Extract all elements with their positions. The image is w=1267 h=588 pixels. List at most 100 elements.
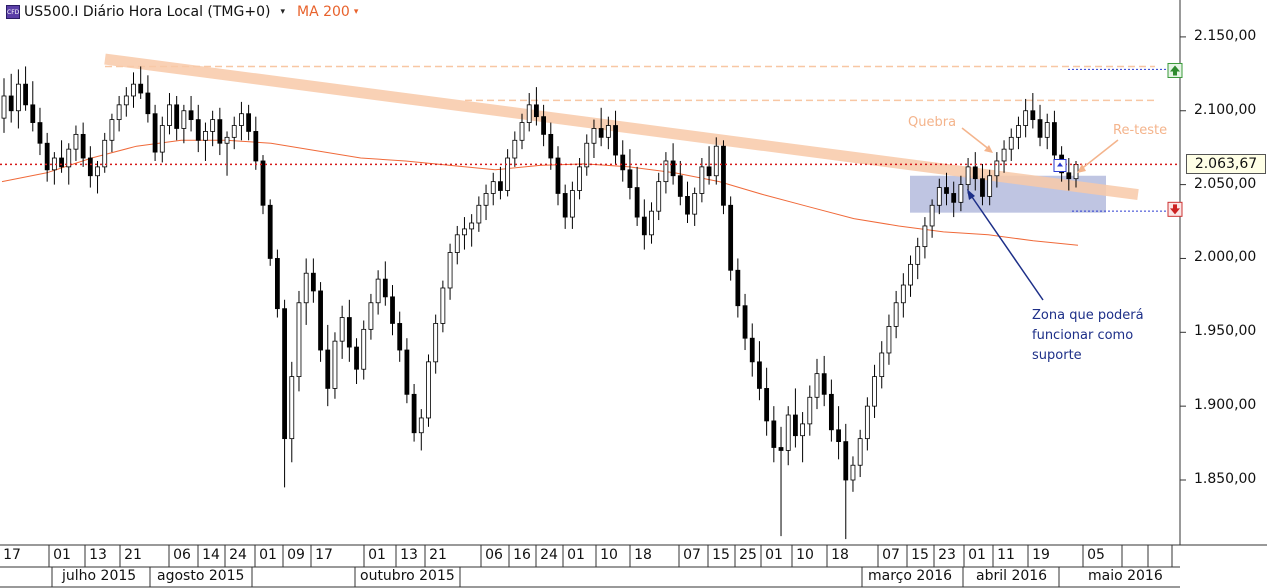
candle-up[interactable] — [476, 204, 482, 224]
candle-up[interactable] — [505, 157, 511, 191]
candle-down[interactable] — [843, 441, 849, 481]
candle-down[interactable] — [30, 104, 36, 123]
candle-down[interactable] — [1052, 122, 1057, 156]
candle-up[interactable] — [699, 166, 705, 194]
candle-down[interactable] — [411, 393, 417, 434]
candle-up[interactable] — [418, 417, 424, 434]
candle-down[interactable] — [310, 272, 316, 292]
candle-up[interactable] — [116, 104, 122, 121]
candle-down[interactable] — [404, 349, 410, 395]
candle-down[interactable] — [742, 305, 748, 339]
candle-down[interactable] — [685, 196, 690, 215]
candle-up[interactable] — [203, 131, 208, 141]
candle-up[interactable] — [850, 464, 856, 481]
candle-up[interactable] — [519, 122, 525, 141]
candle-down[interactable] — [80, 133, 86, 159]
candle-up[interactable] — [1, 95, 7, 119]
indicator-chevron-down-icon[interactable]: ▾ — [353, 7, 359, 17]
candle-up[interactable] — [296, 302, 302, 378]
candle-down[interactable] — [267, 204, 273, 259]
candle-down[interactable] — [627, 169, 633, 188]
candle-up[interactable] — [886, 325, 892, 354]
candle-up[interactable] — [605, 125, 611, 138]
candle-up[interactable] — [224, 136, 230, 144]
candle-up[interactable] — [922, 225, 928, 248]
candle-down[interactable] — [382, 278, 388, 298]
candle-up[interactable] — [102, 139, 108, 168]
indicator-label[interactable]: MA 200 — [296, 4, 350, 20]
candle-up[interactable] — [1044, 122, 1050, 138]
candle-up[interactable] — [936, 187, 942, 206]
candle-up[interactable] — [159, 125, 165, 153]
candle-down[interactable] — [260, 160, 266, 206]
candle-up[interactable] — [483, 193, 489, 206]
candle-up[interactable] — [900, 284, 906, 304]
candle-down[interactable] — [1030, 110, 1036, 121]
ma200-line[interactable] — [1, 139, 1079, 246]
candle-up[interactable] — [577, 166, 582, 191]
candle-up[interactable] — [893, 302, 899, 327]
candle-up[interactable] — [663, 160, 669, 183]
candle-down[interactable] — [728, 204, 734, 271]
candle-down[interactable] — [138, 83, 144, 94]
candle-up[interactable] — [375, 278, 381, 304]
candle-down[interactable] — [390, 296, 395, 324]
candle-down[interactable] — [972, 166, 978, 180]
candle-down[interactable] — [828, 393, 834, 431]
candle-up[interactable] — [1016, 125, 1021, 138]
candle-down[interactable] — [757, 361, 762, 389]
candle-down[interactable] — [87, 157, 93, 177]
candle-down[interactable] — [749, 337, 755, 363]
candle-down[interactable] — [274, 258, 280, 310]
candle-up[interactable] — [181, 110, 187, 129]
candle-up[interactable] — [807, 396, 813, 425]
candle-down[interactable] — [325, 349, 331, 389]
candle-up[interactable] — [692, 193, 698, 215]
candle-up[interactable] — [490, 181, 496, 194]
candle-down[interactable] — [318, 290, 323, 351]
candle-down[interactable] — [951, 193, 957, 203]
candle-down[interactable] — [548, 133, 554, 159]
candle-up[interactable] — [433, 323, 439, 363]
candle-up[interactable] — [879, 352, 885, 378]
candle-up[interactable] — [361, 328, 367, 370]
candle-up[interactable] — [713, 145, 719, 177]
candle-up[interactable] — [994, 160, 1000, 177]
candle-up[interactable] — [462, 228, 467, 236]
candle-down[interactable] — [44, 142, 50, 171]
candle-down[interactable] — [641, 216, 647, 236]
candle-down[interactable] — [721, 145, 726, 206]
candle-up[interactable] — [289, 376, 295, 440]
candle-up[interactable] — [987, 175, 993, 197]
candle-up[interactable] — [440, 287, 446, 324]
candle-up[interactable] — [958, 184, 964, 203]
candle-up[interactable] — [469, 222, 475, 230]
candle-up[interactable] — [95, 166, 100, 177]
candle-up[interactable] — [167, 104, 172, 126]
candle-up[interactable] — [512, 139, 518, 159]
candle-up[interactable] — [569, 190, 575, 218]
candle-up[interactable] — [15, 83, 21, 112]
candle-up[interactable] — [231, 125, 237, 138]
candle-down[interactable] — [174, 104, 180, 129]
candle-up[interactable] — [426, 361, 431, 419]
candle-down[interactable] — [541, 116, 546, 135]
candle-down[interactable] — [346, 317, 352, 348]
candle-up[interactable] — [857, 438, 863, 466]
candle-up[interactable] — [368, 302, 374, 330]
candle-down[interactable] — [59, 157, 64, 168]
candle-down[interactable] — [555, 157, 561, 194]
candle-up[interactable] — [591, 128, 597, 144]
candle-down[interactable] — [562, 193, 568, 218]
chevron-down-icon[interactable]: ▾ — [280, 7, 285, 17]
candle-up[interactable] — [303, 272, 309, 304]
candle-up[interactable] — [872, 376, 877, 407]
candle-down[interactable] — [145, 92, 151, 115]
candle-down[interactable] — [1037, 119, 1043, 138]
candle-up[interactable] — [339, 317, 345, 342]
candle-down[interactable] — [8, 95, 14, 112]
candle-up[interactable] — [864, 405, 870, 440]
candle-down[interactable] — [598, 128, 604, 138]
candle-up[interactable] — [239, 113, 244, 126]
candle-down[interactable] — [354, 346, 359, 370]
